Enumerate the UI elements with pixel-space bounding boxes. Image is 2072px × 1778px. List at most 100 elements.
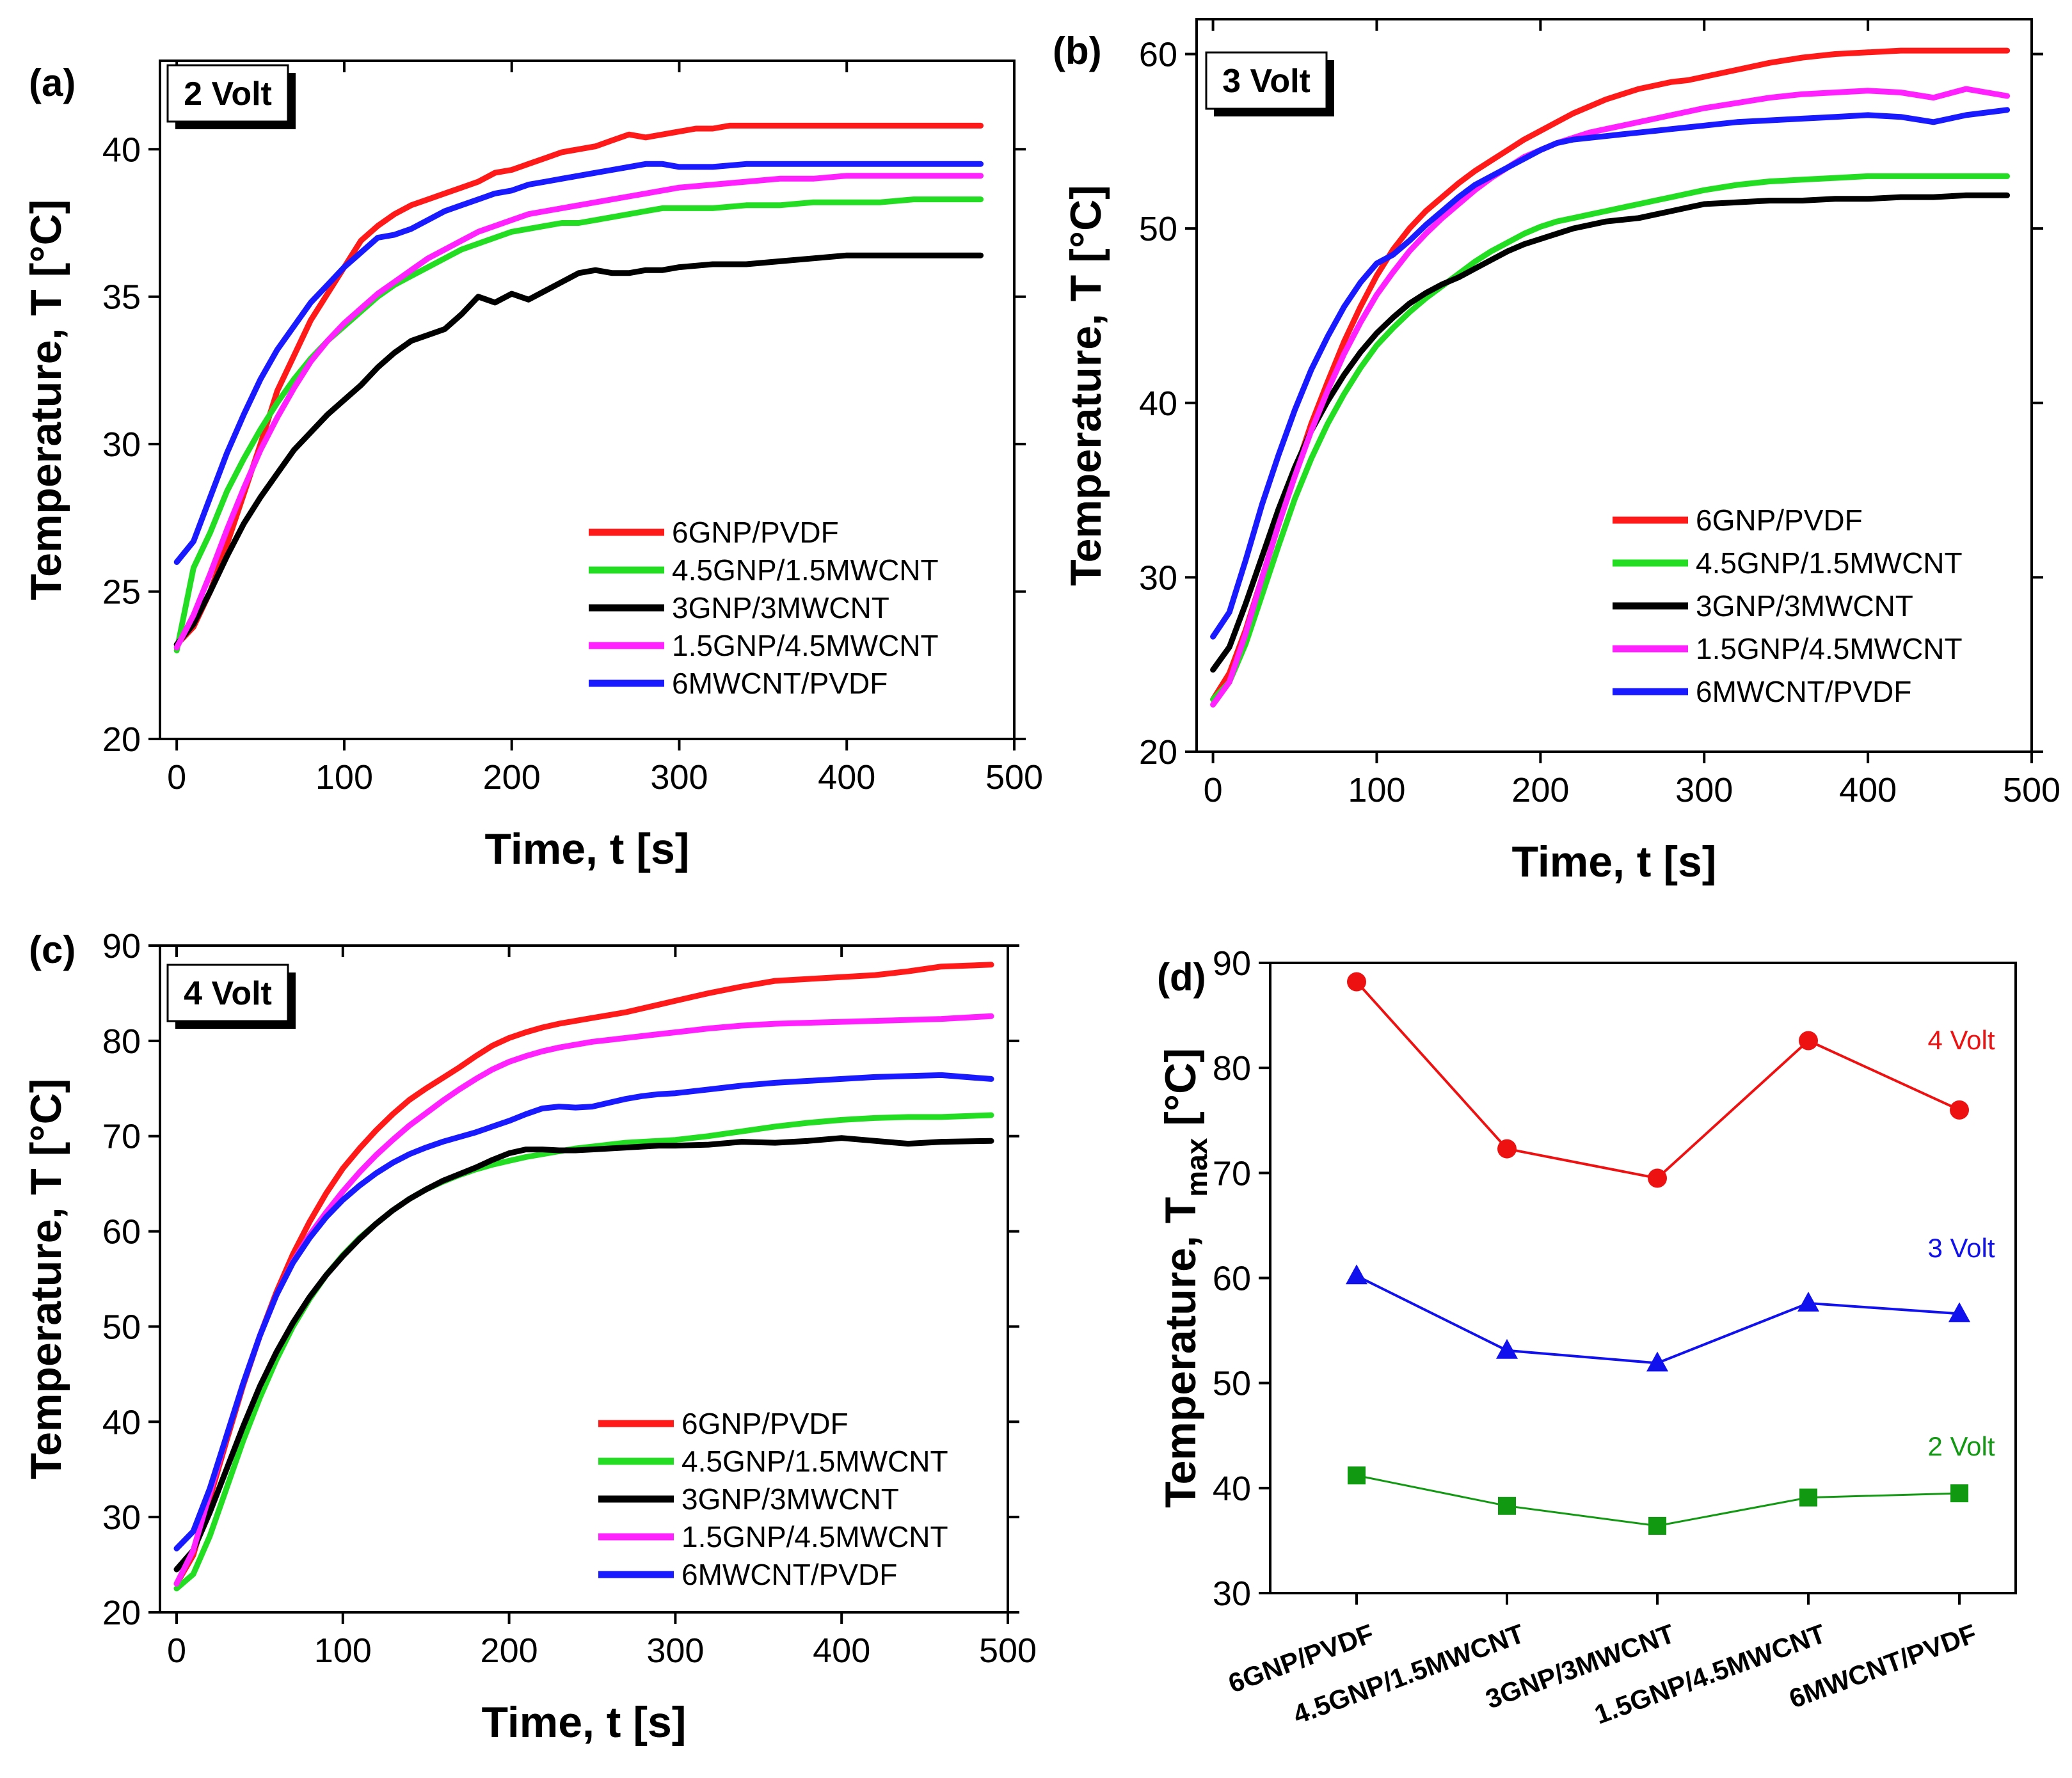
x-tick-label: 100 bbox=[315, 758, 373, 797]
legend-label: 6MWCNT/PVDF bbox=[1696, 675, 1911, 708]
series-line-0 bbox=[1355, 981, 1960, 1180]
marker-square bbox=[1799, 1488, 1817, 1507]
marker-triangle bbox=[1346, 1264, 1367, 1285]
y-axis-title-sub: max bbox=[1180, 1138, 1213, 1196]
y-tick-label: 40 bbox=[1213, 1470, 1251, 1508]
series-annotation: 3 Volt bbox=[1927, 1233, 1995, 1263]
panel-letter: (c) bbox=[29, 928, 76, 971]
volt-box bbox=[1205, 51, 1328, 110]
y-tick-label: 40 bbox=[102, 131, 141, 169]
legend-label: 6GNP/PVDF bbox=[672, 516, 839, 549]
y-tick-label: 35 bbox=[102, 278, 141, 317]
x-tick-label: 300 bbox=[1675, 771, 1733, 809]
legend-label: 1.5GNP/4.5MWCNT bbox=[672, 629, 939, 662]
volt-label: 2 Volt bbox=[184, 75, 272, 113]
y-tick-label: 50 bbox=[102, 1308, 141, 1346]
x-axis-title: Time, t [s] bbox=[485, 825, 690, 873]
y-axis-title: Temperature, T [°C] bbox=[1062, 185, 1110, 586]
marker-triangle bbox=[1948, 1302, 1970, 1322]
x-tick-label: 300 bbox=[650, 758, 708, 797]
y-tick-label: 50 bbox=[1139, 210, 1177, 248]
marker-circle bbox=[1347, 972, 1366, 992]
panel-0: 0 100 200 300 400 500 20 25 30 35 40 6GNP/PVDF 4.5GN… bbox=[22, 60, 1043, 873]
panel-1: 0 100 200 300 400 500 20 30 40 50 60 6GNP/PVDF 4.5GN… bbox=[1053, 18, 2060, 886]
plot-frame bbox=[1195, 18, 2033, 753]
y-tick-label: 90 bbox=[102, 927, 141, 965]
marker-square bbox=[1348, 1466, 1366, 1485]
y-tick-label: 70 bbox=[1213, 1154, 1251, 1193]
marker-triangle bbox=[1646, 1351, 1668, 1372]
legend-label: 3GNP/3MWCNT bbox=[672, 591, 889, 624]
series-line-4 bbox=[1210, 107, 2011, 640]
series-line-2 bbox=[173, 1135, 994, 1573]
x-tick-label: 500 bbox=[985, 758, 1043, 797]
volt-label: 4 Volt bbox=[184, 975, 272, 1012]
series-line-1 bbox=[1210, 173, 2011, 702]
x-axis-title: Time, t [s] bbox=[482, 1698, 687, 1747]
x-tick-label: 400 bbox=[818, 758, 875, 797]
marker-triangle bbox=[1797, 1291, 1819, 1312]
y-tick-label: 20 bbox=[102, 1594, 141, 1632]
legend-label: 3GNP/3MWCNT bbox=[1696, 589, 1913, 623]
series-line-1 bbox=[1356, 1274, 1960, 1365]
legend-label: 1.5GNP/4.5MWCNT bbox=[1696, 632, 1963, 665]
series-line-2 bbox=[173, 252, 984, 647]
x-tick-label: 100 bbox=[1348, 771, 1405, 809]
legend-label: 6GNP/PVDF bbox=[681, 1407, 849, 1440]
y-axis-title: Temperature, T [°C] bbox=[22, 200, 70, 601]
x-tick-label: 200 bbox=[483, 758, 541, 797]
y-tick-label: 50 bbox=[1213, 1365, 1251, 1403]
y-tick-label: 70 bbox=[102, 1118, 141, 1156]
marker-circle bbox=[1799, 1031, 1818, 1051]
y-tick-label: 25 bbox=[102, 573, 141, 612]
panel-letter: (d) bbox=[1157, 956, 1206, 999]
marker-square bbox=[1950, 1484, 1968, 1503]
marker-square bbox=[1498, 1496, 1516, 1515]
legend-label: 3GNP/3MWCNT bbox=[681, 1482, 899, 1516]
y-tick-label: 60 bbox=[102, 1213, 141, 1251]
x-tick-label: 0 bbox=[167, 758, 186, 797]
plot-frame bbox=[159, 60, 1016, 740]
series-line-1 bbox=[173, 196, 984, 654]
x-tick-label: 400 bbox=[813, 1631, 870, 1670]
y-tick-label: 30 bbox=[1213, 1575, 1251, 1613]
legend-label: 1.5GNP/4.5MWCNT bbox=[681, 1520, 948, 1553]
y-axis-title: Temperature, Tmax [°C] bbox=[1156, 1048, 1213, 1508]
series-line-4 bbox=[173, 161, 984, 565]
series-annotation: 4 Volt bbox=[1927, 1025, 1995, 1055]
marker-circle bbox=[1950, 1100, 1969, 1120]
panel-letter: (b) bbox=[1053, 29, 1102, 72]
y-tick-label: 60 bbox=[1139, 36, 1177, 74]
y-axis-title-unit: [°C] bbox=[1156, 1048, 1205, 1138]
legend-label: 4.5GNP/1.5MWCNT bbox=[681, 1445, 948, 1478]
marker-circle bbox=[1648, 1168, 1667, 1188]
marker-triangle bbox=[1496, 1338, 1518, 1359]
y-tick-label: 40 bbox=[1139, 385, 1177, 423]
series-line-0 bbox=[173, 122, 984, 647]
series-line-1 bbox=[173, 1112, 994, 1592]
marker-circle bbox=[1497, 1139, 1517, 1159]
x-tick-label: 0 bbox=[1204, 771, 1223, 809]
x-tick-label: 400 bbox=[1839, 771, 1897, 809]
series-line-4 bbox=[173, 1072, 994, 1552]
y-tick-label: 30 bbox=[102, 425, 141, 464]
marker-square bbox=[1648, 1516, 1666, 1535]
x-tick-label: 200 bbox=[1511, 771, 1569, 809]
x-tick-label: 300 bbox=[646, 1631, 704, 1670]
series-annotation: 2 Volt bbox=[1927, 1431, 1995, 1461]
plot-frame bbox=[1269, 962, 2017, 1594]
x-tick-label: 100 bbox=[314, 1631, 372, 1670]
y-tick-label: 30 bbox=[102, 1498, 141, 1537]
legend-label: 4.5GNP/1.5MWCNT bbox=[1696, 546, 1963, 580]
panel-letter: (a) bbox=[29, 61, 76, 104]
legend-label: 6GNP/PVDF bbox=[1696, 504, 1863, 537]
volt-box bbox=[166, 964, 289, 1022]
x-tick-label: 0 bbox=[167, 1631, 186, 1670]
y-tick-label: 90 bbox=[1213, 944, 1251, 983]
y-tick-label: 40 bbox=[102, 1403, 141, 1441]
y-axis-title: Temperature, T [°C] bbox=[22, 1079, 70, 1480]
legend-label: 6MWCNT/PVDF bbox=[681, 1558, 897, 1591]
volt-box bbox=[166, 64, 289, 123]
x-tick-label: 200 bbox=[481, 1631, 538, 1670]
